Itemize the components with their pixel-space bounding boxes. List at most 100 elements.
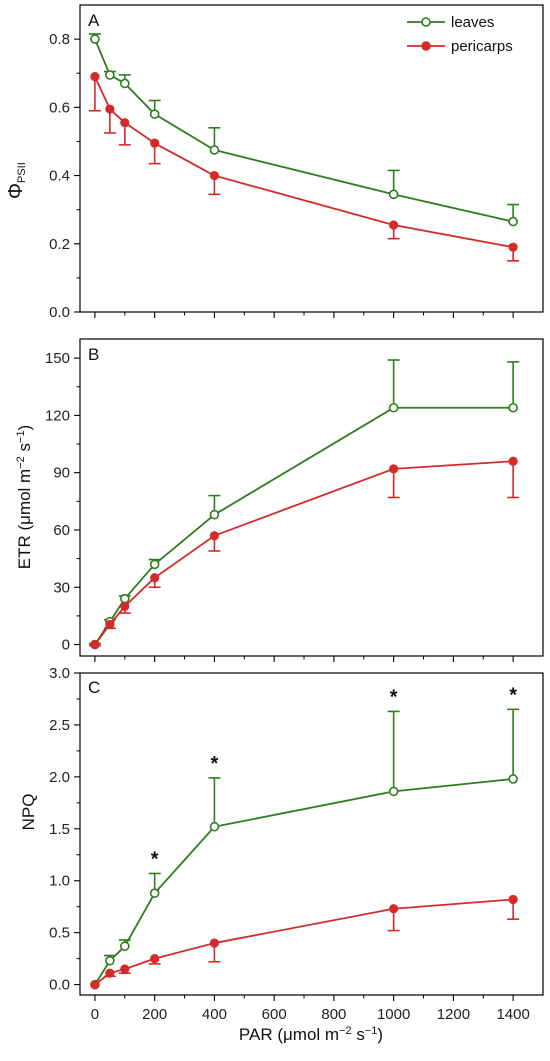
panel-a-ytick-label: 0.4: [49, 168, 70, 185]
panel-c-xlabel: PAR (μmol m−2 s−1): [239, 1025, 383, 1044]
panel-b-pericarps-point: [209, 531, 220, 541]
panel-a-pericarps-point: [389, 220, 399, 230]
panel-a-pericarps-point: [508, 242, 518, 252]
panel-b-leaves-point: [388, 402, 399, 413]
panel-b-ylabel-post: ): [15, 425, 34, 431]
panel-c-significance-star: *: [390, 686, 398, 708]
panel-b-frame: [79, 338, 544, 657]
panel-c-ytick-label: 2.5: [49, 717, 70, 734]
panel-c-leaves-point: [388, 786, 399, 797]
panel-a-ylabel-main: Φ: [5, 183, 27, 199]
panel-a-ylabel-sub: PSII: [16, 162, 28, 183]
panel-a-ytick-label: 0.2: [49, 236, 70, 253]
panel-b-leaves-point: [508, 402, 518, 413]
panel-c-pericarps-point: [389, 904, 399, 914]
panel-a-ytick-label: 0.8: [49, 31, 70, 48]
panel-b-leaves-point: [209, 509, 220, 520]
panel-c-xtick-label: 200: [142, 1006, 167, 1023]
panel-b-ylabel-sup2: −1: [15, 430, 27, 443]
panel-a-leaves-point: [508, 216, 518, 227]
panel-c-significance-star: *: [211, 753, 219, 775]
panel-b-pericarps-point: [105, 619, 115, 630]
panel-c-xlabel-post: ): [377, 1025, 383, 1044]
legend-leaves-marker: [421, 17, 431, 27]
panel-b-ytick-label: 30: [53, 579, 70, 596]
panel-c-pericarps-point: [105, 968, 115, 978]
panel-b-leaves-line: [94, 406, 514, 646]
panel-c-leaves-point: [209, 821, 220, 832]
panel-b-letter: B: [88, 345, 99, 364]
panel-c-xlabel-sup2: −1: [365, 1025, 378, 1037]
legend-pericarps-marker: [421, 41, 431, 51]
panel-a-pericarps-point: [105, 104, 115, 114]
panel-b-pericarps-point: [508, 456, 518, 466]
panel-c-ytick-label: 1.5: [49, 821, 70, 838]
panel-c-leaves-point: [120, 941, 130, 951]
panel-b-leaves-point: [120, 593, 130, 604]
panel-a-leaves-point: [149, 109, 160, 119]
panel-c-leaves-point: [508, 774, 518, 784]
panel-a-pericarps-point: [90, 72, 100, 82]
panel-a: A ΦPSII leaves pericarps 0.0 0.2 0.4 0.6 0.8: [5, 4, 544, 321]
panel-c-significance-star: *: [151, 848, 159, 870]
panel-c-xtick-label: 1000: [377, 1006, 410, 1023]
panel-a-letter: A: [88, 11, 100, 30]
panel-b-ytick-label: 120: [45, 407, 70, 424]
panel-c-leaves-point: [105, 955, 115, 966]
panel-c-ytick-label: 3.0: [49, 665, 70, 682]
panel-c-pericarps-line: [94, 898, 514, 986]
panel-c-xtick-label: 0: [91, 1006, 99, 1023]
panel-c-pericarps-point: [508, 894, 518, 905]
panel-b-pericarps-point: [120, 601, 130, 611]
legend-pericarps-label: pericarps: [451, 38, 513, 55]
panel-c-xtick-label: 400: [202, 1006, 227, 1023]
panel-b-leaves-point: [149, 559, 160, 570]
panel-a-ytick-label: 0.6: [49, 99, 70, 116]
panel-b-ytick-label: 150: [45, 350, 70, 367]
panel-c-leaves-line: [94, 778, 514, 986]
panel-c-xtick-label: 600: [262, 1006, 287, 1023]
panel-c-pericarps-point: [120, 964, 130, 974]
panel-b-ytick-label: 90: [53, 465, 70, 482]
panel-c-significance-star: *: [509, 684, 517, 706]
panel-c-xtick-label: 1400: [496, 1006, 529, 1023]
panel-b: B ETR (μmol m−2 s−1) 0 30 60 90 120 150: [15, 338, 544, 662]
panel-a-leaves-point: [105, 70, 115, 80]
panel-a-pericarps-point: [150, 138, 160, 148]
panel-a-ylabel: ΦPSII: [5, 162, 28, 199]
panel-a-leaves-point: [209, 145, 220, 155]
panel-c-pericarps-point: [90, 980, 100, 990]
panel-b-ylabel-mid: s: [15, 443, 34, 456]
legend-leaves-label: leaves: [451, 14, 494, 31]
panel-a-pericarps-point: [209, 170, 220, 181]
panel-c-xtick-label: 800: [321, 1006, 346, 1023]
panel-b-pericarps-point: [389, 464, 399, 474]
panel-c-frame: [79, 672, 544, 996]
panel-b-ylabel: ETR (μmol m−2 s−1): [15, 425, 34, 569]
panel-c-xtick-label: 1200: [437, 1006, 470, 1023]
panel-a-frame: [79, 4, 544, 313]
panel-c-xlabel-mid: s: [352, 1025, 365, 1044]
panel-c-ytick-label: 1.0: [49, 873, 70, 890]
panel-b-ylabel-pre: ETR (μmol m: [15, 469, 34, 569]
panel-c-leaves-point: [149, 888, 160, 899]
panel-b-pericarps-point: [150, 573, 160, 583]
panel-c-pericarps-point: [209, 938, 220, 948]
panel-a-ytick-label: 0.0: [49, 304, 70, 321]
panel-a-pericarps-point: [120, 118, 130, 128]
panel-c-ytick-label: 0.5: [49, 925, 70, 942]
panel-c-ylabel: NPQ: [19, 794, 38, 831]
panel-c-xlabel-pre: PAR (μmol m: [239, 1025, 339, 1044]
panel-c-letter: C: [88, 678, 100, 697]
panel-c-pericarps-point: [150, 954, 160, 964]
panel-a-leaves-point: [120, 78, 130, 89]
panel-c: C NPQ PAR (μmol m−2 s−1) 0.0 0.5 1.0 1.5 2.0…: [19, 665, 544, 1044]
panel-a-leaves-point: [388, 189, 399, 200]
panel-b-ytick-label: 60: [53, 522, 70, 539]
panel-a-pericarps-line: [94, 76, 514, 249]
panel-c-ytick-label: 0.0: [49, 977, 70, 994]
panel-b-ytick-label: 0: [62, 637, 70, 654]
panel-b-ylabel-sup1: −2: [15, 456, 27, 469]
panel-b-pericarps-line: [94, 460, 514, 646]
